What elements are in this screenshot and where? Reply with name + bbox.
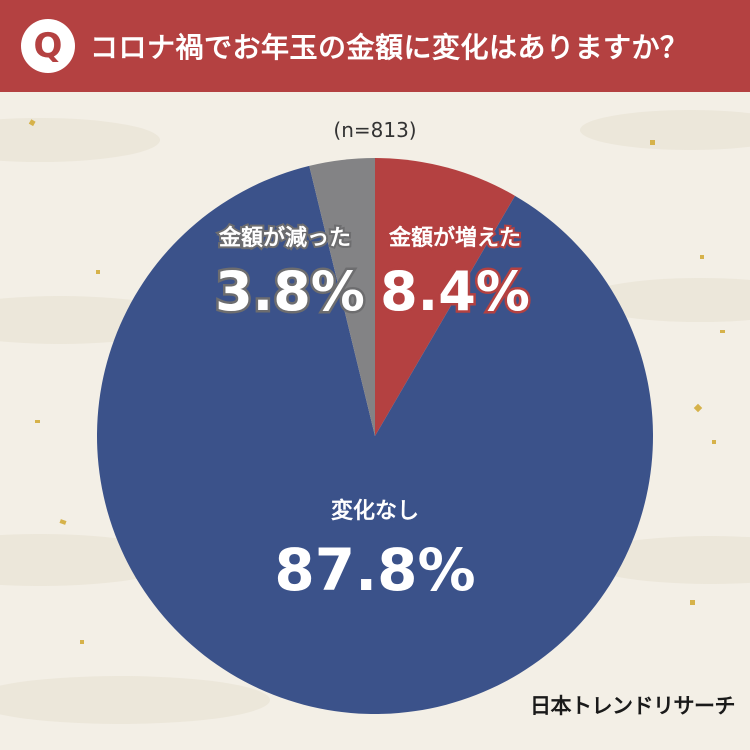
slice-value-0: 8.4% (380, 260, 530, 323)
brand-logo: 日本トレンドリサーチ (530, 694, 736, 718)
question-header: Q コロナ禍でお年玉の金額に変化はありますか？ (0, 0, 750, 92)
slice-label-2: 金額が減った (218, 225, 351, 251)
pie-slice-0 (375, 158, 516, 436)
sample-size-note: (n=813) (333, 118, 417, 142)
slice-label-1: 変化なし (331, 498, 419, 524)
question-title: コロナ禍でお年玉の金額に変化はありますか？ (90, 31, 689, 64)
pie-slice-1 (97, 165, 654, 715)
slice-label-0: 金額が増えた (388, 225, 521, 251)
pie-slice-2 (309, 158, 375, 436)
slice-value-1: 87.8% (274, 536, 475, 604)
question-badge: Q (21, 19, 75, 73)
slice-value-2: 3.8% (215, 260, 365, 323)
